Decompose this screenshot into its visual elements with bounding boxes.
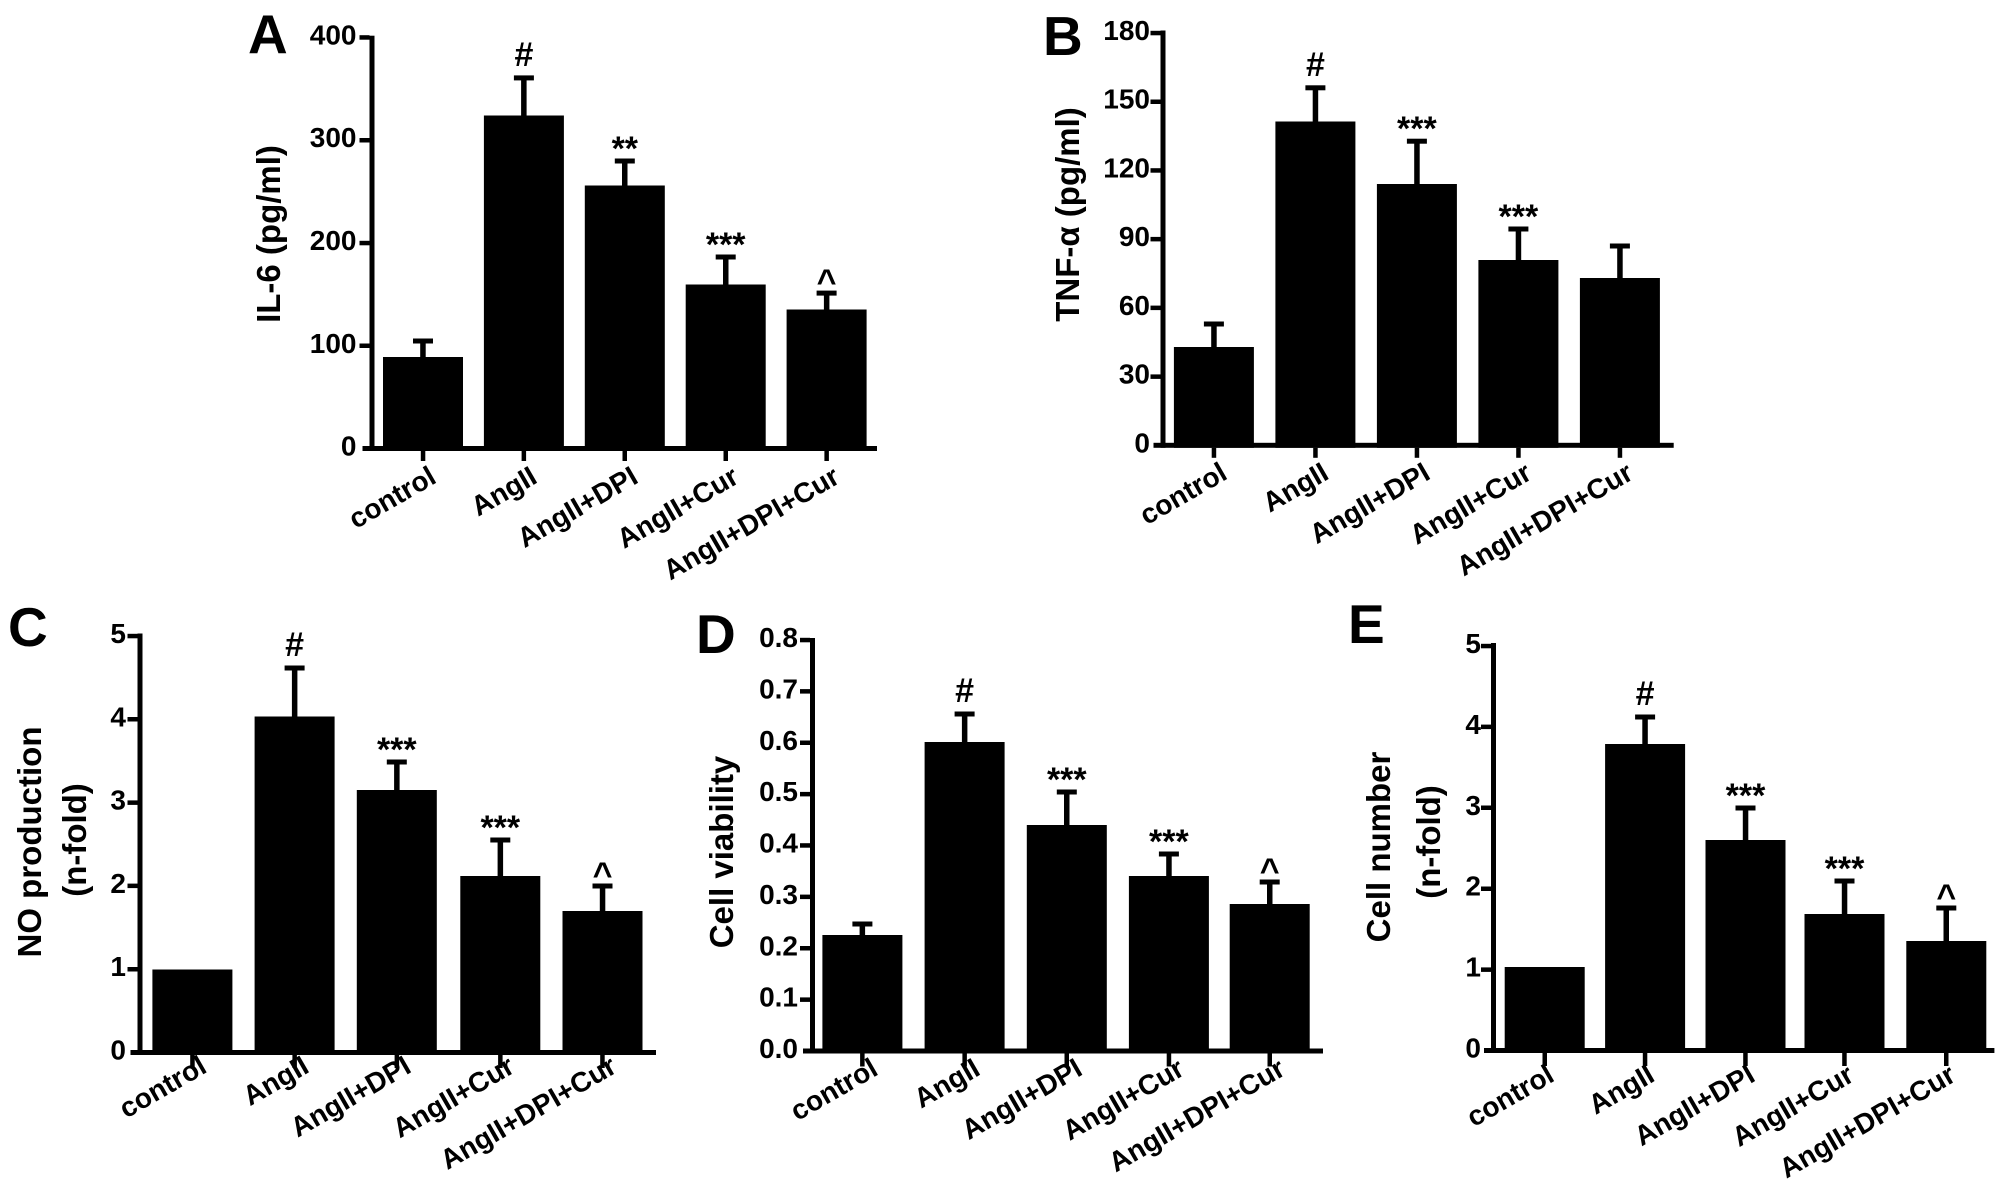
svg-text:100: 100 bbox=[310, 328, 357, 359]
svg-text:E: E bbox=[1348, 593, 1385, 655]
svg-text:0: 0 bbox=[1465, 1033, 1481, 1064]
svg-text:***: *** bbox=[706, 226, 746, 264]
svg-text:Cell number: Cell number bbox=[1360, 751, 1397, 942]
svg-text:IL-6 (pg/ml): IL-6 (pg/ml) bbox=[250, 145, 287, 323]
svg-text:5: 5 bbox=[1465, 628, 1481, 659]
svg-text:0.1: 0.1 bbox=[759, 982, 798, 1013]
svg-text:300: 300 bbox=[310, 122, 357, 153]
svg-text:^: ^ bbox=[593, 856, 613, 894]
svg-text:120: 120 bbox=[1103, 152, 1150, 183]
svg-text:0.8: 0.8 bbox=[759, 622, 798, 653]
svg-text:400: 400 bbox=[310, 20, 357, 51]
svg-text:^: ^ bbox=[1936, 878, 1956, 916]
svg-text:***: *** bbox=[1825, 850, 1865, 888]
svg-text:0.4: 0.4 bbox=[759, 828, 798, 859]
svg-text:4: 4 bbox=[1465, 709, 1481, 740]
svg-text:5: 5 bbox=[110, 618, 126, 649]
svg-text:***: *** bbox=[377, 731, 417, 769]
svg-text:Cell viability: Cell viability bbox=[703, 755, 740, 948]
svg-text:0: 0 bbox=[341, 431, 357, 462]
svg-text:***: *** bbox=[1499, 198, 1539, 236]
svg-text:#: # bbox=[1636, 675, 1655, 713]
svg-text:#: # bbox=[955, 672, 974, 710]
svg-text:***: *** bbox=[480, 809, 520, 847]
svg-text:TNF-α (pg/ml): TNF-α (pg/ml) bbox=[1049, 107, 1086, 322]
svg-text:NO production: NO production bbox=[11, 727, 48, 958]
svg-text:**: ** bbox=[612, 130, 639, 168]
svg-text:***: *** bbox=[1047, 761, 1087, 799]
svg-text:^: ^ bbox=[817, 263, 837, 301]
svg-text:200: 200 bbox=[310, 225, 357, 256]
svg-text:(n-fold): (n-fold) bbox=[1410, 785, 1447, 899]
svg-text:0.6: 0.6 bbox=[759, 725, 798, 756]
svg-text:***: *** bbox=[1397, 110, 1437, 148]
svg-text:90: 90 bbox=[1119, 221, 1150, 252]
svg-text:#: # bbox=[1306, 46, 1325, 84]
svg-text:D: D bbox=[696, 603, 736, 665]
svg-text:A: A bbox=[248, 3, 288, 65]
svg-text:60: 60 bbox=[1119, 290, 1150, 321]
svg-text:180: 180 bbox=[1103, 15, 1150, 46]
svg-text:0.0: 0.0 bbox=[759, 1033, 798, 1064]
svg-text:0.7: 0.7 bbox=[759, 673, 798, 704]
svg-text:0.2: 0.2 bbox=[759, 930, 798, 961]
svg-text:4: 4 bbox=[110, 701, 126, 732]
svg-text:#: # bbox=[285, 626, 304, 664]
svg-text:***: *** bbox=[1726, 777, 1766, 815]
svg-text:0: 0 bbox=[110, 1035, 126, 1066]
svg-text:3: 3 bbox=[110, 785, 126, 816]
svg-text:2: 2 bbox=[110, 868, 126, 899]
svg-text:(n-fold): (n-fold) bbox=[56, 783, 93, 897]
svg-text:1: 1 bbox=[1465, 952, 1481, 983]
svg-text:3: 3 bbox=[1465, 790, 1481, 821]
svg-text:1: 1 bbox=[110, 951, 126, 982]
svg-text:150: 150 bbox=[1103, 84, 1150, 115]
svg-text:C: C bbox=[8, 596, 48, 658]
svg-text:***: *** bbox=[1149, 823, 1189, 861]
svg-text:0: 0 bbox=[1134, 427, 1150, 458]
svg-text:B: B bbox=[1043, 5, 1083, 67]
svg-text:^: ^ bbox=[1260, 852, 1280, 890]
svg-text:2: 2 bbox=[1465, 871, 1481, 902]
svg-text:#: # bbox=[514, 36, 533, 74]
svg-text:30: 30 bbox=[1119, 359, 1150, 390]
svg-text:0.3: 0.3 bbox=[759, 879, 798, 910]
svg-text:0.5: 0.5 bbox=[759, 776, 798, 807]
